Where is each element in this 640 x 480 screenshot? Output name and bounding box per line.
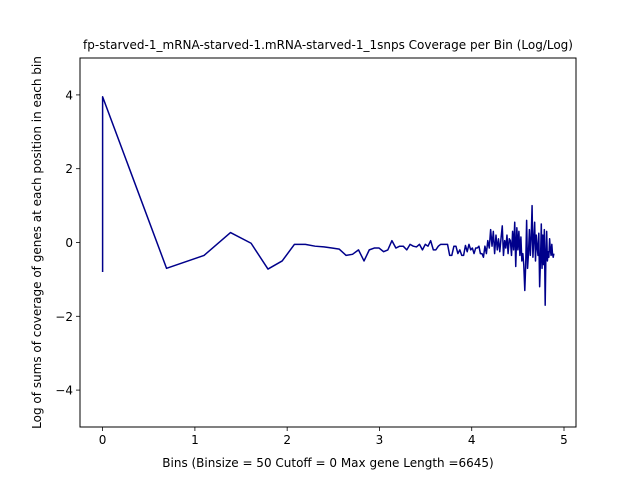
y-tick-label: −2 — [55, 310, 73, 324]
x-tick-label: 0 — [99, 433, 107, 447]
x-axis-label: Bins (Binsize = 50 Cutoff = 0 Max gene L… — [162, 456, 493, 470]
x-tick-label: 2 — [283, 433, 291, 447]
x-tick-label: 3 — [376, 433, 384, 447]
series-line — [101, 95, 555, 306]
x-tick-label: 1 — [191, 433, 199, 447]
x-axis: 0 1 2 3 4 5 — [99, 427, 568, 447]
y-tick-label: 4 — [65, 88, 73, 102]
y-axis-label: Log of sums of coverage of genes at each… — [30, 56, 44, 429]
chart-title: fp-starved-1_mRNA-starved-1.mRNA-starved… — [83, 38, 573, 52]
x-tick-label: 5 — [560, 433, 568, 447]
y-tick-label: 2 — [65, 162, 73, 176]
y-tick-label: 0 — [65, 236, 73, 250]
x-tick-label: 4 — [468, 433, 476, 447]
series-layer — [101, 95, 555, 306]
y-axis: −4 −2 0 2 4 — [55, 88, 80, 398]
y-tick-label: −4 — [55, 384, 73, 398]
